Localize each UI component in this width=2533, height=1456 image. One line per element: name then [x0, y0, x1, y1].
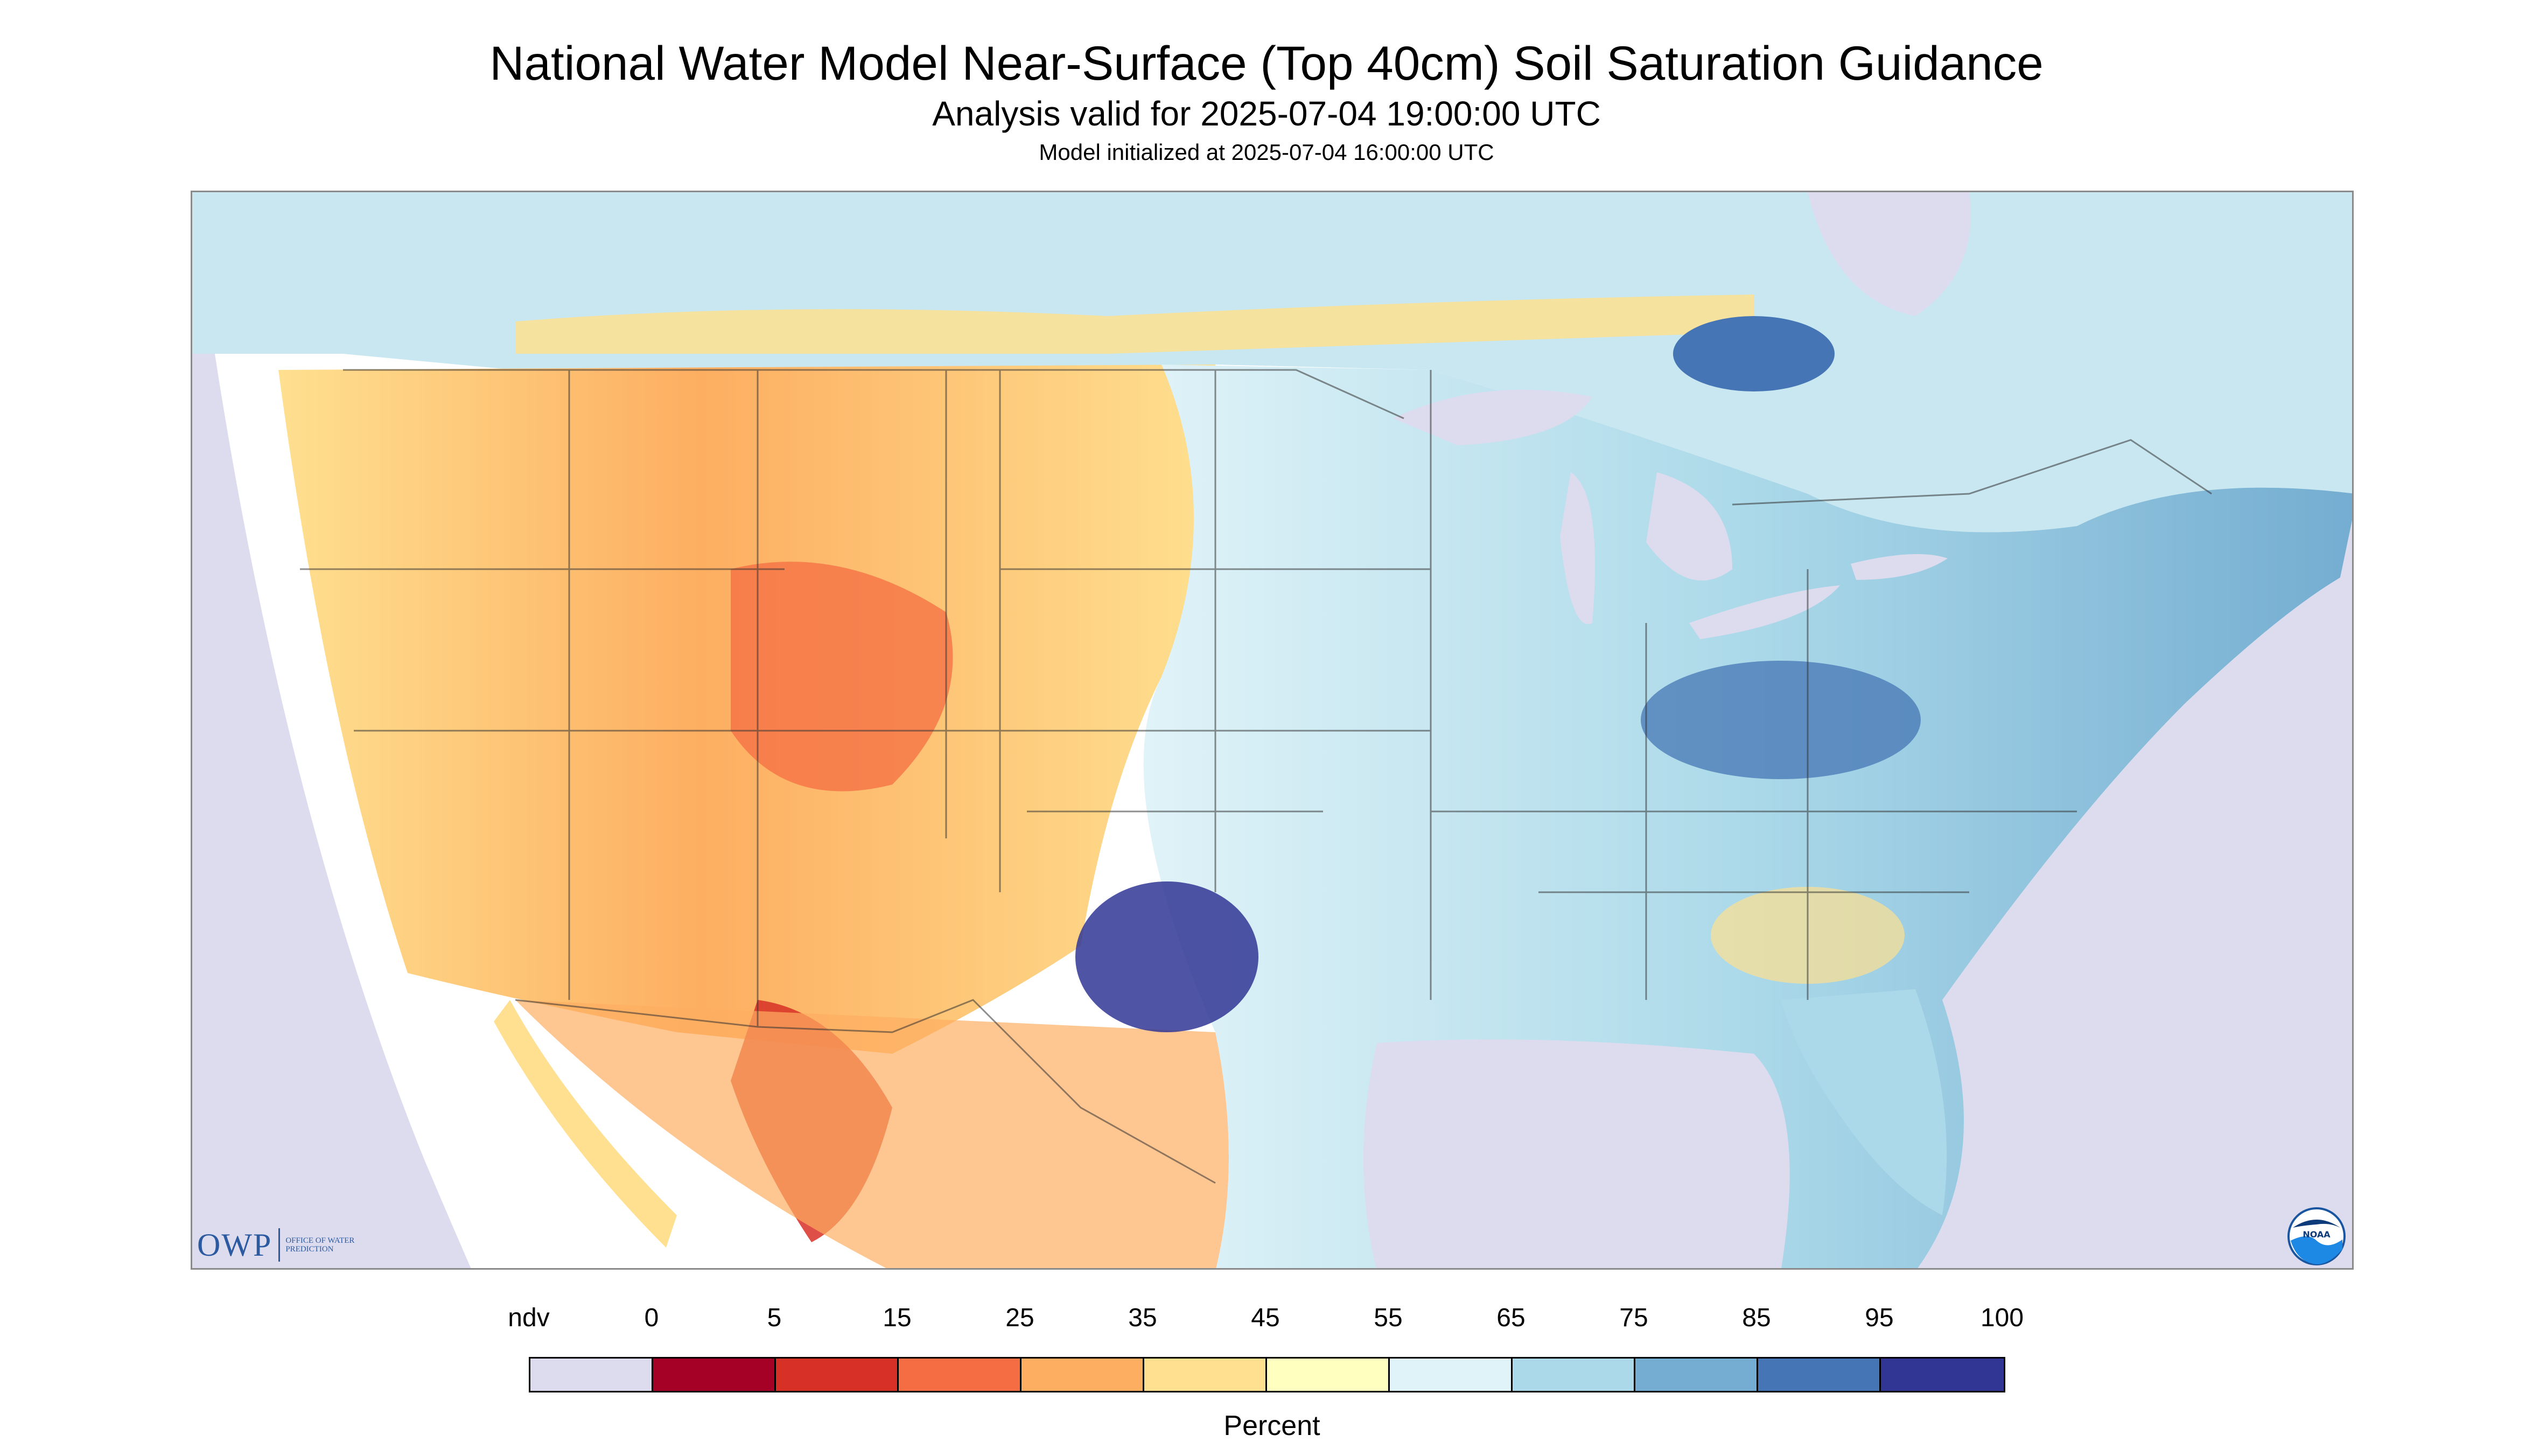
legend-swatch: [776, 1359, 899, 1391]
legend-swatch: [1635, 1359, 1758, 1391]
legend-swatch: [1881, 1359, 2004, 1391]
legend-swatch: [1513, 1359, 1635, 1391]
lake-superior: [1393, 389, 1592, 445]
canada-dry-band: [515, 295, 1754, 354]
state-lines-east: [1430, 370, 2077, 1000]
legend-tick-label: 55: [1374, 1304, 1403, 1332]
state-lines-plains: [999, 370, 1431, 892]
legend-swatch: [1390, 1359, 1513, 1391]
hudson-bay: [1808, 192, 1971, 316]
colorado-dry-core: [731, 562, 953, 792]
lake-michigan: [1560, 472, 1595, 624]
legend-tick-label: 95: [1865, 1304, 1894, 1332]
lake-erie: [1689, 585, 1840, 639]
noaa-logo: NOAA: [2287, 1207, 2346, 1265]
map-panel: [191, 191, 2354, 1270]
legend-tick-label: 25: [1005, 1304, 1034, 1332]
canada-region: [192, 192, 2352, 533]
texas-wet-core: [1075, 881, 1258, 1032]
legend-tick-label: 0: [644, 1304, 659, 1332]
legend-tick-label: 15: [883, 1304, 912, 1332]
legend-tick-label: 85: [1742, 1304, 1771, 1332]
legend-unit-label: Percent: [1223, 1410, 1320, 1441]
mexico-region: [515, 1000, 1229, 1268]
legend-swatch: [653, 1359, 776, 1391]
baja-peninsula: [494, 1000, 677, 1248]
init-time-subtitle: Model initialized at 2025-07-04 16:00:00…: [1039, 139, 1494, 165]
us-mexico-border: [515, 999, 1216, 1184]
legend-tick-label: 75: [1619, 1304, 1648, 1332]
us-canada-border: [343, 369, 2212, 506]
atlantic-ocean: [1918, 571, 2352, 1268]
canada-wet-patch: [1673, 316, 1835, 391]
owp-logo: OWP OFFICE OF WATER PREDICTION: [197, 1223, 355, 1266]
gulf-of-mexico: [1363, 1039, 1790, 1268]
valid-time-subtitle: Analysis valid for 2025-07-04 19:00:00 U…: [932, 94, 1601, 133]
noaa-logo-text: NOAA: [2303, 1229, 2331, 1240]
legend-color-bar: [529, 1357, 2005, 1392]
state-lines-west: [300, 370, 1000, 1027]
florida-peninsula: [1781, 989, 1947, 1215]
legend-swatch: [899, 1359, 1021, 1391]
main-title: National Water Model Near-Surface (Top 4…: [489, 36, 2044, 90]
soil-saturation-map: [192, 192, 2352, 1268]
owp-logo-mark: OWP: [197, 1227, 272, 1263]
ohio-valley-wet: [1641, 661, 1921, 779]
legend-swatch: [1267, 1359, 1390, 1391]
legend-tick-label: 5: [767, 1304, 782, 1332]
owp-logo-text: OFFICE OF WATER PREDICTION: [285, 1236, 355, 1254]
pacific-ocean: [192, 354, 471, 1268]
legend-swatch: [1021, 1359, 1144, 1391]
legend-tick-label: ndv: [508, 1304, 550, 1332]
legend-swatch: [1144, 1359, 1267, 1391]
legend-tick-label: 45: [1251, 1304, 1280, 1332]
legend-swatch: [1758, 1359, 1881, 1391]
color-legend: ndv 0 5 15 25 35 45 55 65 75 85 95 100 Percent: [508, 1303, 2024, 1443]
boundary-lines: [300, 369, 2212, 1184]
lake-huron: [1646, 472, 1732, 581]
legend-swatch: [530, 1359, 653, 1391]
legend-tick-label: 35: [1128, 1304, 1157, 1332]
owp-logo-divider: [278, 1228, 281, 1262]
legend-tick-label: 100: [1980, 1304, 2024, 1332]
legend-tick-label: 65: [1496, 1304, 1526, 1332]
lake-ontario: [1851, 554, 1948, 580]
